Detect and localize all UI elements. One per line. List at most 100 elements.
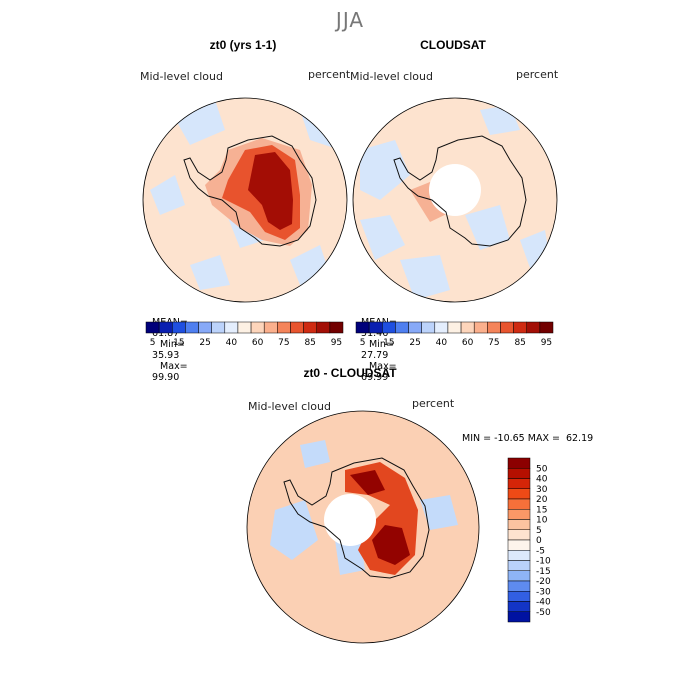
season-title: JJA bbox=[335, 8, 365, 32]
panel-2-variable-label: Mid-level cloud bbox=[350, 70, 433, 83]
panel-1-colorbar-swatch bbox=[185, 321, 199, 334]
panel-1-peak-region bbox=[248, 152, 293, 230]
panel-2-colorbar-swatch bbox=[434, 321, 449, 334]
panel-3-colorbar-tick-label: -10 bbox=[536, 557, 551, 567]
panel-1-min-label: Min= bbox=[160, 339, 185, 350]
panel-2-colorbar-swatch bbox=[421, 321, 436, 334]
panel-1-map-border bbox=[142, 97, 348, 303]
panel-1-colorbar-tick-label: 15 bbox=[173, 338, 184, 348]
panel-3-colorbar-tick-label: 10 bbox=[536, 516, 548, 526]
panel-3-coastline bbox=[283, 457, 430, 579]
panel-1-variable-label: Mid-level cloud bbox=[140, 70, 223, 83]
panel-2-colorbar-tick-label: 95 bbox=[541, 338, 552, 348]
panel-2-colorbar-swatch bbox=[382, 321, 396, 334]
panel-1-colorbar-swatch bbox=[290, 321, 304, 334]
panel-2-colorbar-tick-label: 75 bbox=[488, 338, 499, 348]
panel-1-colorbar-swatch bbox=[329, 321, 344, 334]
panel-2-low-patch bbox=[465, 205, 510, 250]
panel-1-title: zt0 (yrs 1-1) bbox=[209, 38, 277, 52]
panel-2-colorbar-tick-label: 60 bbox=[462, 338, 474, 348]
panel-2-colorbar-swatch bbox=[447, 321, 462, 334]
panel-3-negative-patch bbox=[270, 500, 318, 560]
panel-3-colorbar-tick-label: -30 bbox=[536, 587, 551, 597]
panel-2-colorbar: 5 15 25 40 60 75 85 95 bbox=[355, 321, 554, 348]
panel-2-low-patch bbox=[400, 255, 450, 300]
panel-3-colorbar-swatch bbox=[507, 468, 531, 479]
panel-1-colorbar-swatch bbox=[224, 321, 239, 334]
panel-3-colorbar-swatch bbox=[507, 550, 531, 561]
panel-1-colorbar-swatch bbox=[316, 321, 331, 334]
panel-3-colorbar-swatch bbox=[507, 457, 531, 469]
panel-2-missing-data-mask bbox=[429, 164, 481, 216]
panel-3-colorbar-swatch bbox=[507, 488, 531, 500]
panel-3-colorbar-tick-label: -5 bbox=[536, 546, 545, 556]
panel-2-colorbar-swatch bbox=[368, 321, 383, 334]
panel-3-colorbar-swatch bbox=[507, 580, 531, 592]
panel-1-colorbar-swatch bbox=[263, 321, 278, 334]
panel-2-colorbar-tick-label: 40 bbox=[436, 338, 448, 348]
panel-1-mean: 61.87 bbox=[152, 328, 180, 339]
panel-3-stats: MIN = -10.65 MAX = 62.19 bbox=[462, 433, 594, 444]
panel-1-units-label: percent bbox=[308, 68, 351, 81]
panel-3-colorbar-swatch bbox=[507, 529, 531, 541]
panel-1-colorbar-tick-label: 25 bbox=[199, 338, 210, 348]
panel-1-colorbar-tick-label: 85 bbox=[304, 338, 315, 348]
panel-1-colorbar-swatch bbox=[158, 321, 173, 334]
panel-3-title: zt0 - CLOUDSAT bbox=[303, 366, 397, 380]
panel-3-colorbar-swatch bbox=[507, 539, 531, 551]
panel-3-colorbar-tick-label: 30 bbox=[536, 485, 548, 495]
panel-1-low-patch bbox=[190, 255, 230, 290]
panel-3-colorbar-tick-label: 20 bbox=[536, 495, 548, 505]
panel-1-colorbar-swatch bbox=[145, 321, 160, 334]
panel-2-colorbar-swatch bbox=[355, 321, 370, 334]
panel-2-mean: 51.46 bbox=[361, 328, 389, 339]
panel-3-negative-patch bbox=[335, 535, 365, 575]
panel-3-units-label: percent bbox=[412, 397, 455, 410]
panel-3-colorbar-swatch bbox=[507, 560, 531, 571]
panel-3-colorbar-tick-label: -15 bbox=[536, 567, 551, 577]
panel-2-colorbar-swatch bbox=[539, 321, 554, 334]
panel-1-colorbar-swatch bbox=[172, 321, 186, 334]
panel-2-max-label: Max= bbox=[369, 361, 397, 372]
panel-2-min-label: Min= bbox=[369, 339, 394, 350]
panel-2-colorbar-swatch bbox=[473, 321, 488, 334]
panel-2-low-patch bbox=[360, 140, 410, 200]
panel-2-colorbar-tick-label: 25 bbox=[409, 338, 420, 348]
panel-2-colorbar-swatch bbox=[513, 321, 527, 334]
panel-2-colorbar-swatch bbox=[500, 321, 514, 334]
panel-3-map bbox=[247, 411, 479, 643]
panel-2-colorbar-tick-label: 15 bbox=[383, 338, 394, 348]
panel-3-colorbar-swatch bbox=[507, 498, 531, 510]
panel-2-low-patch bbox=[360, 215, 405, 260]
panel-1-colorbar-tick-label: 40 bbox=[226, 338, 238, 348]
panel-2-colorbar-swatch bbox=[408, 321, 422, 334]
panel-3-colorbar-swatch bbox=[507, 478, 531, 489]
panel-3-colorbar-swatch bbox=[507, 601, 531, 612]
panel-3-colorbar-swatch bbox=[507, 611, 531, 623]
panel-1-colorbar-tick-label: 95 bbox=[331, 338, 342, 348]
panel-3-colorbar-tick-label: 5 bbox=[536, 526, 542, 536]
panel-1-colorbar-swatch bbox=[250, 321, 265, 334]
panel-3-peak-region bbox=[372, 525, 410, 565]
panel-2-units-label: percent bbox=[516, 68, 559, 81]
panel-3-variable-label: Mid-level cloud bbox=[248, 400, 331, 413]
panel-3-negative-patch bbox=[300, 440, 330, 468]
panel-2-title: CLOUDSAT bbox=[420, 38, 486, 52]
panel-3-colorbar-tick-label: 40 bbox=[536, 475, 548, 485]
panel-1-colorbar-swatch bbox=[303, 321, 317, 334]
panel-3-colorbar-swatch bbox=[507, 509, 531, 520]
panel-2-map bbox=[353, 98, 557, 302]
panel-3-colorbar-tick-label: 0 bbox=[536, 536, 542, 546]
panel-3-colorbar-tick-label: -50 bbox=[536, 608, 551, 618]
panel-2-colorbar-swatch bbox=[526, 321, 541, 334]
panel-1-colorbar-tick-label: 5 bbox=[150, 338, 156, 348]
panel-3-colorbar-tick-label: -40 bbox=[536, 598, 551, 608]
panel-3-colorbar-swatch bbox=[507, 591, 531, 602]
panel-3-colorbar-swatch bbox=[507, 570, 531, 582]
panel-1-colorbar-swatch bbox=[237, 321, 252, 334]
panel-1-max-label: Max= bbox=[160, 361, 188, 372]
panel-2-colorbar-tick-label: 85 bbox=[514, 338, 525, 348]
panel-1-colorbar-tick-label: 75 bbox=[278, 338, 289, 348]
